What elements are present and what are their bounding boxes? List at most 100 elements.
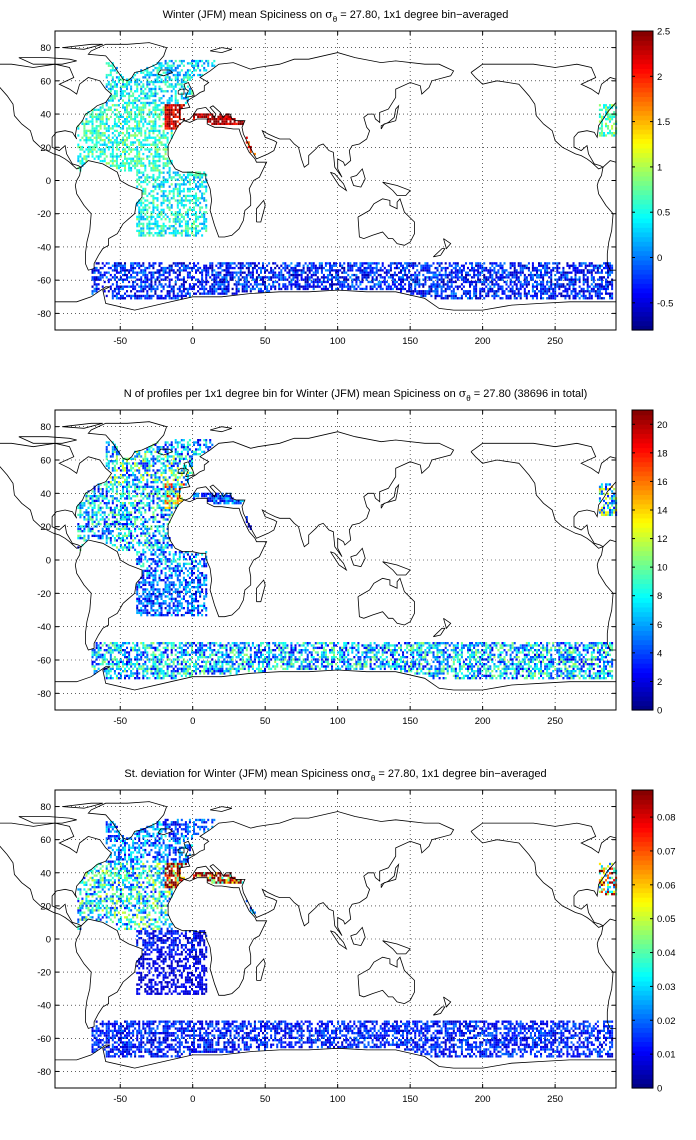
bin-cell [247,262,250,265]
bin-cell [534,292,537,295]
bin-cell [154,106,157,109]
bin-cell [594,283,597,286]
bin-cell [515,287,518,291]
bin-cell [85,136,88,139]
bin-cell [540,290,543,293]
bin-cell [418,283,421,286]
bin-cell [471,264,474,267]
bin-cell [588,271,591,274]
bin-cell [207,273,210,277]
bin-cell [385,271,388,274]
bin-cell [150,190,153,193]
bin-cell [416,280,419,284]
bin-cell [268,667,271,671]
bin-cell [170,672,173,675]
bin-cell [109,115,112,119]
colorbar-swatch [632,273,653,280]
bin-cell [487,290,490,293]
bin-cell [174,101,177,105]
bin-cell [130,101,133,105]
bin-cell [191,232,194,235]
bin-cell [126,132,129,135]
bin-cell [164,199,167,202]
bin-cell [219,672,222,675]
bin-cell [170,206,173,209]
bin-cell [128,92,131,95]
bin-cell [168,64,171,67]
bin-cell [138,83,141,86]
bin-cell [136,106,139,109]
bin-cell [193,266,196,270]
bin-cell [237,120,240,123]
bin-cell [509,297,512,300]
bin-cell [174,297,177,300]
bin-cell [138,266,141,270]
bin-cell [540,262,543,265]
bin-cell [448,262,451,265]
bin-cell [199,201,202,205]
bin-cell [404,269,407,272]
bin-cell [128,169,131,172]
bin-cell [444,294,447,298]
bin-cell [487,294,490,298]
bin-cell [156,227,159,230]
bin-cell [126,92,129,95]
bin-cell [103,143,106,146]
bin-cell [296,262,299,265]
bin-cell [199,206,202,209]
bin-cell [519,271,522,274]
bin-cell [152,665,155,668]
bin-cell [172,262,175,265]
bin-cell [217,667,220,671]
bin-cell [355,264,358,267]
bin-cell [168,173,171,177]
bin-cell [519,283,522,286]
bin-cell [164,113,167,116]
bin-cell [247,280,250,284]
bin-cell [213,285,216,288]
bin-cell [140,113,143,116]
bin-cell [203,280,206,284]
bin-cell [162,90,165,93]
bin-cell [142,201,145,205]
bin-cell [180,285,183,288]
bin-cell [432,271,435,274]
bin-cell [479,670,482,673]
bin-cell [158,215,161,219]
bin-cell [598,292,601,295]
bin-cell [154,118,157,121]
bin-cell [130,266,133,270]
bin-cell [578,271,581,274]
bin-cell [294,280,297,284]
bin-cell [564,297,567,300]
bin-cell [109,64,112,67]
coastline [18,57,77,65]
bin-cell [140,157,143,160]
bin-cell [373,266,376,270]
coastline [87,42,168,82]
bin-cell [436,674,439,678]
bin-cell [542,672,545,675]
bin-cell [209,264,212,267]
bin-cell [221,262,224,265]
bin-cell [266,264,269,267]
bin-cell [501,276,504,279]
bin-cell [408,285,411,288]
bin-cell [227,271,230,274]
title-text-rest: = 27.80 (38696 in total) [471,388,588,400]
bin-cell [416,290,419,293]
bin-cell [148,262,151,265]
bin-cell [578,262,581,265]
bin-cell [308,269,311,272]
bin-cell [101,134,104,137]
bin-cell [383,280,386,284]
bin-cell [237,665,240,668]
bin-cell [162,665,165,668]
bin-cell [540,283,543,286]
bin-cell [560,271,563,274]
bin-cell [418,672,421,675]
bin-cell [558,287,561,291]
bin-cell [513,297,516,300]
bin-cell [296,285,299,288]
bin-cell [193,66,196,70]
